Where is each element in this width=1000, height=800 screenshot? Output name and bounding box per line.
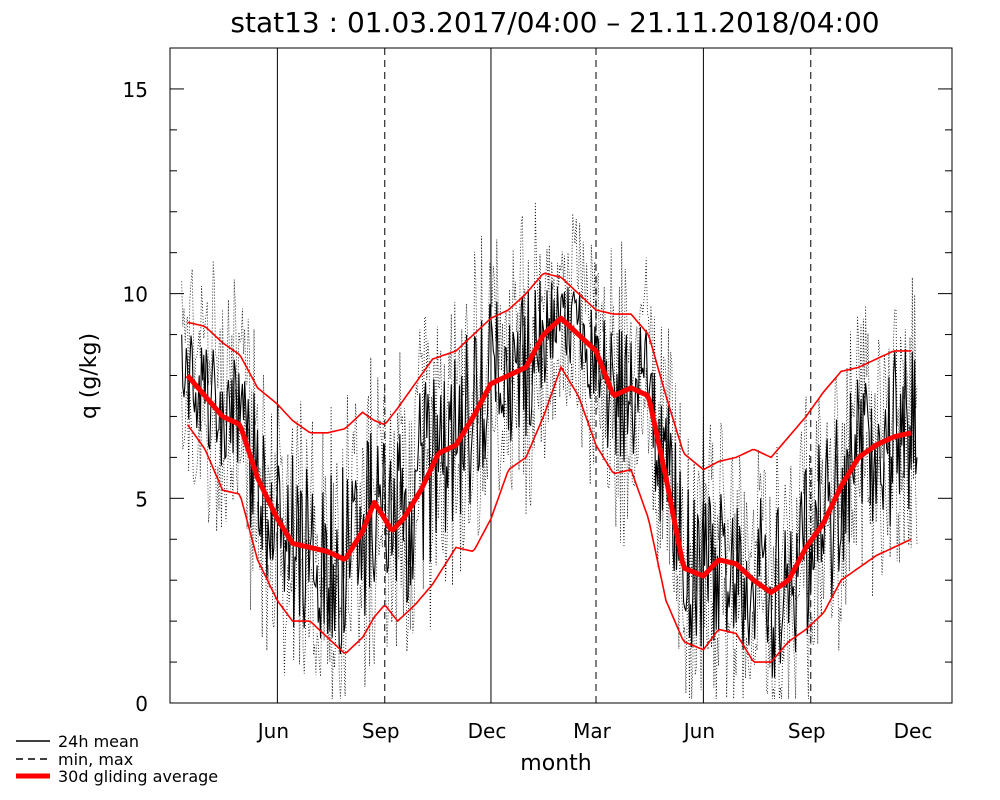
gliding-average-line (185, 315, 912, 595)
legend-label-mean: 24h mean (58, 732, 139, 751)
x-axis-label: month (520, 751, 591, 776)
legend-label-average: 30d gliding average (58, 767, 218, 786)
y-tick-label-1: 5 (135, 487, 148, 511)
legend: 24h mean min, max 30d gliding average (16, 732, 218, 786)
plot-frame (169, 47, 953, 704)
x-tick-label-0: Jun (256, 719, 289, 743)
lower-envelope-line (186, 365, 912, 663)
daily-min-line (181, 300, 918, 699)
y-tick-label-2: 10 (123, 283, 148, 307)
x-tick-label-6: Dec (894, 719, 933, 743)
daily-mean-line (181, 281, 918, 678)
x-tick-label-4: Jun (682, 719, 715, 743)
x-tick-label-1: Sep (362, 719, 400, 743)
upper-envelope-line (187, 272, 912, 471)
x-tick-label-5: Sep (788, 719, 826, 743)
x-axis-ticks: Jun Sep Dec Mar Jun Sep Dec (256, 719, 933, 743)
y-axis-label: q (g/kg) (77, 333, 102, 419)
series-layer (185, 272, 912, 663)
y-tick-label-0: 0 (135, 692, 148, 716)
legend-label-minmax: min, max (58, 750, 133, 769)
x-tick-label-3: Mar (573, 719, 612, 743)
y-axis-ticks: 0 5 10 15 (123, 78, 952, 716)
x-tick-label-2: Dec (468, 719, 507, 743)
y-tick-label-3: 15 (123, 78, 148, 102)
daily-noise-layer (181, 201, 918, 699)
chart-title: stat13 : 01.03.2017/04:00 – 21.11.2018/0… (230, 6, 879, 39)
